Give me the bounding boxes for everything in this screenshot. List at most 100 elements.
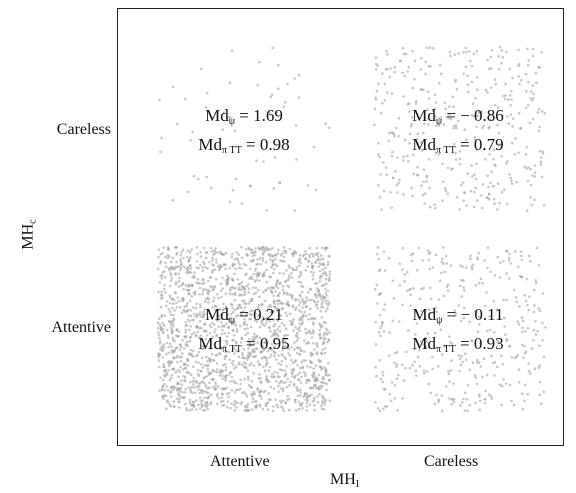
data-point xyxy=(480,194,483,197)
data-point xyxy=(241,299,244,303)
data-point xyxy=(213,252,216,256)
data-point xyxy=(391,279,395,283)
data-point xyxy=(265,319,269,322)
cell-label-careless-careless: Mdψ = − 0.86 Mdπ TT = 0.79 xyxy=(368,107,548,156)
data-point xyxy=(197,385,201,388)
data-point xyxy=(380,324,384,328)
data-point xyxy=(218,317,222,321)
data-point xyxy=(235,257,239,260)
data-point xyxy=(263,369,267,373)
data-point xyxy=(322,408,326,411)
data-point xyxy=(258,279,261,282)
data-point xyxy=(163,369,166,372)
data-point xyxy=(253,332,256,336)
data-point xyxy=(450,402,453,406)
data-point xyxy=(227,116,230,119)
data-point xyxy=(240,202,244,205)
data-point xyxy=(278,399,282,403)
data-point xyxy=(202,281,206,285)
data-point xyxy=(393,384,397,387)
data-point xyxy=(294,398,297,402)
data-point xyxy=(315,296,318,299)
data-point xyxy=(319,296,322,299)
data-point xyxy=(444,189,448,193)
data-point xyxy=(273,370,276,374)
data-point xyxy=(516,320,519,324)
data-point xyxy=(161,327,165,331)
data-point xyxy=(429,297,433,301)
data-point xyxy=(240,267,243,270)
data-point xyxy=(387,256,391,260)
data-point xyxy=(265,246,268,249)
data-point xyxy=(242,390,246,394)
data-point xyxy=(275,299,279,303)
data-point xyxy=(281,284,285,288)
data-point xyxy=(268,111,271,114)
data-point xyxy=(489,55,493,59)
data-point xyxy=(286,300,290,304)
data-point xyxy=(266,408,270,411)
data-point xyxy=(294,401,297,404)
data-point xyxy=(243,317,246,321)
data-point xyxy=(159,328,163,332)
data-point xyxy=(537,264,541,267)
data-point xyxy=(188,319,191,323)
data-point xyxy=(164,291,167,294)
data-point xyxy=(210,186,213,190)
data-point xyxy=(260,341,263,344)
data-point xyxy=(264,341,267,344)
data-point xyxy=(205,330,208,333)
data-point xyxy=(248,299,252,303)
data-point xyxy=(483,401,487,405)
data-point xyxy=(258,60,261,64)
data-point xyxy=(164,265,168,269)
data-point xyxy=(295,158,298,161)
data-point xyxy=(453,53,457,56)
cell-label-attentive-careless: Mdψ = 1.69 Mdπ TT = 0.98 xyxy=(154,107,334,156)
data-point xyxy=(454,158,458,161)
data-point xyxy=(267,253,270,256)
data-point xyxy=(257,390,261,394)
data-point xyxy=(480,110,484,113)
data-point xyxy=(373,107,377,111)
data-point xyxy=(261,303,264,306)
data-point xyxy=(302,301,306,304)
data-point xyxy=(393,70,396,74)
data-point xyxy=(304,342,308,345)
data-point xyxy=(162,324,166,327)
data-point xyxy=(162,330,165,334)
data-point xyxy=(185,407,188,410)
data-point xyxy=(303,339,306,342)
data-point xyxy=(295,339,299,342)
data-point xyxy=(252,392,255,396)
data-point xyxy=(202,329,206,333)
data-point xyxy=(523,383,527,387)
data-point xyxy=(450,168,453,171)
data-point xyxy=(324,321,327,325)
data-point xyxy=(261,290,265,294)
data-point xyxy=(240,246,243,249)
point-group-careless-attentive xyxy=(373,246,547,413)
data-point xyxy=(420,148,424,152)
data-point xyxy=(179,343,182,346)
data-point xyxy=(165,385,168,388)
data-point xyxy=(199,400,203,403)
data-point xyxy=(507,98,510,101)
data-point xyxy=(208,358,211,362)
data-point xyxy=(198,391,201,395)
data-point xyxy=(193,312,196,316)
data-point xyxy=(311,277,315,281)
data-point xyxy=(247,248,251,251)
data-point xyxy=(197,361,200,365)
data-point xyxy=(321,284,324,288)
data-point xyxy=(459,284,462,288)
data-point xyxy=(233,352,236,355)
data-point xyxy=(327,338,330,342)
data-point xyxy=(422,180,425,184)
data-point xyxy=(305,381,308,385)
data-point xyxy=(242,365,246,368)
data-point xyxy=(314,261,317,265)
data-point xyxy=(172,405,176,408)
data-point xyxy=(423,142,427,146)
data-point xyxy=(196,252,199,256)
